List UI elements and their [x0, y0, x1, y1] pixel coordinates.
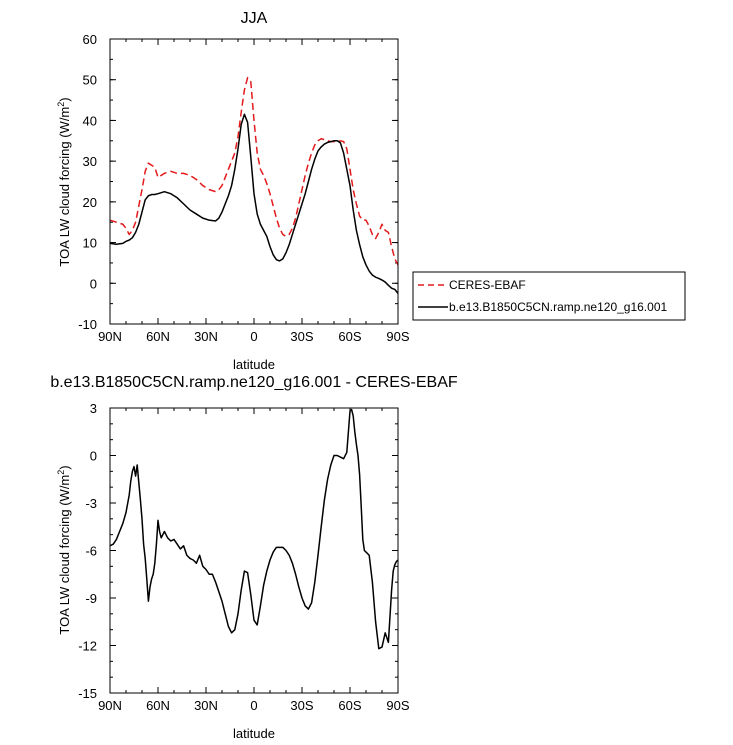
top-xtick-label: 60N — [146, 329, 170, 344]
bottom-xtick-label: 60S — [338, 698, 361, 713]
top-ytick-label: -10 — [78, 317, 97, 332]
bottom-ytick-label: -6 — [85, 544, 97, 559]
bottom-x-axis-label: latitude — [233, 726, 275, 741]
top-xtick-label: 90N — [98, 329, 122, 344]
bottom-ytick-label: -12 — [78, 639, 97, 654]
top-xtick-label: 90S — [386, 329, 409, 344]
top-xtick-label: 30S — [290, 329, 313, 344]
bottom-ticks: 90N 60N 30N 0 30S 60S 90S -15 -12 -9 -6 -3 0 3 — [78, 401, 410, 713]
top-ytick-label: 50 — [83, 73, 97, 88]
bottom-xtick-label: 0 — [250, 698, 257, 713]
top-x-axis-label: latitude — [233, 357, 275, 372]
top-panel: JJA 90N 60N 30N 0 30S 60S 90S-100102030405060 … — [56, 10, 686, 372]
bottom-ytick-label: 0 — [90, 449, 97, 464]
bottom-chart-title: b.e13.B1850C5CN.ramp.ne120_g16.001 - CER… — [50, 374, 458, 391]
top-xtick-label: 30N — [194, 329, 218, 344]
top-y-axis-label-sup: 2 — [56, 102, 66, 107]
bottom-y-axis-label-main: TOA LW cloud forcing (W/m — [57, 475, 72, 635]
top-y-axis-label-close: ) — [57, 97, 72, 101]
bottom-xtick-label: 90N — [98, 698, 122, 713]
bottom-series-group — [109, 408, 399, 650]
bottom-series-model — [109, 408, 399, 650]
legend-label-model: b.e13.B1850C5CN.ramp.ne120_g16.001 — [449, 300, 667, 314]
top-series-ceres-ebaf — [109, 76, 399, 266]
bottom-plot-frame — [109, 407, 399, 694]
bottom-xtick-label: 30N — [194, 698, 218, 713]
bottom-y-axis-label-close: ) — [57, 465, 72, 469]
top-series-model — [109, 113, 399, 294]
top-y-axis-label: TOA LW cloud forcing (W/m2) — [56, 97, 72, 266]
bottom-y-axis-label: TOA LW cloud forcing (W/m2) — [56, 465, 72, 634]
bottom-ytick-label: -3 — [85, 496, 97, 511]
top-xtick-label: 0 — [250, 329, 257, 344]
top-ytick-label: 30 — [83, 154, 97, 169]
legend: CERES-EBAF b.e13.B1850C5CN.ramp.ne120_g1… — [412, 271, 686, 321]
bottom-xtick-label: 60N — [146, 698, 170, 713]
top-plot-frame — [109, 38, 399, 325]
top-ytick-label: 10 — [83, 236, 97, 251]
bottom-ytick-label: -15 — [78, 686, 97, 701]
top-ytick-label: 20 — [83, 195, 97, 210]
top-chart-title: JJA — [241, 10, 268, 27]
top-xtick-label: 60S — [338, 329, 361, 344]
legend-label-ceres: CERES-EBAF — [449, 278, 526, 292]
bottom-ytick-label: 3 — [90, 401, 97, 416]
top-ytick-label: 0 — [90, 276, 97, 291]
top-series-group — [109, 76, 399, 294]
bottom-xtick-label: 90S — [386, 698, 409, 713]
bottom-panel: b.e13.B1850C5CN.ramp.ne120_g16.001 - CER… — [50, 374, 458, 741]
top-ytick-label: 40 — [83, 113, 97, 128]
top-ticks: 90N 60N 30N 0 30S 60S 90S -10 0 10 20 30 40 50 60 — [78, 32, 410, 344]
top-ytick-label: 60 — [83, 32, 97, 47]
top-y-axis-label-main: TOA LW cloud forcing (W/m — [57, 107, 72, 267]
bottom-xtick-label: 30S — [290, 698, 313, 713]
legend-box — [412, 271, 686, 321]
bottom-ytick-label: -9 — [85, 591, 97, 606]
bottom-y-axis-label-sup: 2 — [56, 470, 66, 475]
